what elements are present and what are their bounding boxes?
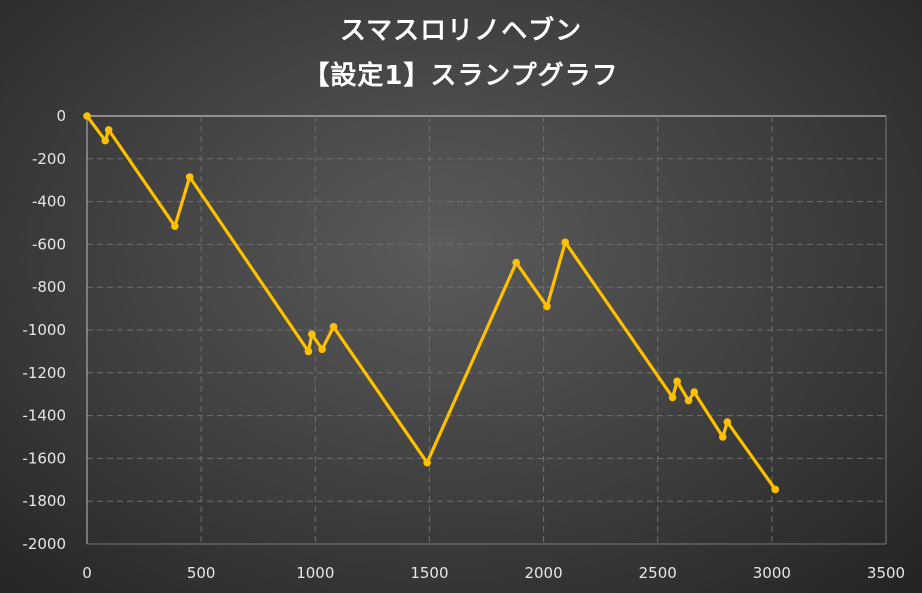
x-tick-label: 3000 [753,564,791,582]
y-tick-label: -2000 [22,535,66,553]
data-point [673,377,681,386]
data-point [561,238,570,247]
data-point [83,112,91,120]
data-point [104,126,113,134]
y-tick-label: -1200 [22,364,66,382]
data-point [543,302,551,311]
chart-subtitle: 【設定1】スランプグラフ [303,61,619,91]
data-point [690,388,699,396]
y-tick-label: -200 [32,150,66,168]
y-tick-label: -1000 [22,321,66,339]
y-tick-label: 0 [56,107,66,125]
data-point [684,396,693,405]
x-tick-label: 500 [187,564,216,582]
x-tick-label: 3500 [867,564,905,582]
x-tick-label: 2500 [639,564,677,582]
data-point [304,347,313,356]
y-tick-label: -1400 [22,407,66,425]
data-point [329,322,338,331]
x-tick-label: 1000 [296,564,334,582]
data-point [723,418,732,426]
x-tick-label: 2000 [524,564,562,582]
data-point [101,136,110,145]
data-point [308,330,316,339]
series-line [85,114,777,491]
data-point [318,345,326,354]
y-tick-label: -1800 [22,492,66,510]
y-tick-label: -400 [32,193,66,211]
data-point [185,173,194,181]
x-tick-label: 1500 [410,564,448,582]
x-tick-label: 0 [82,564,92,582]
y-tick-label: -1600 [22,449,66,467]
y-tick-label: -600 [32,235,66,253]
data-point [171,222,179,231]
chart-title: スマスロリノヘブン [339,16,583,46]
data-point [512,258,520,267]
data-point [718,433,727,441]
data-point [771,485,780,494]
y-tick-label: -800 [32,278,66,296]
data-point [668,393,677,402]
data-point [423,458,431,467]
